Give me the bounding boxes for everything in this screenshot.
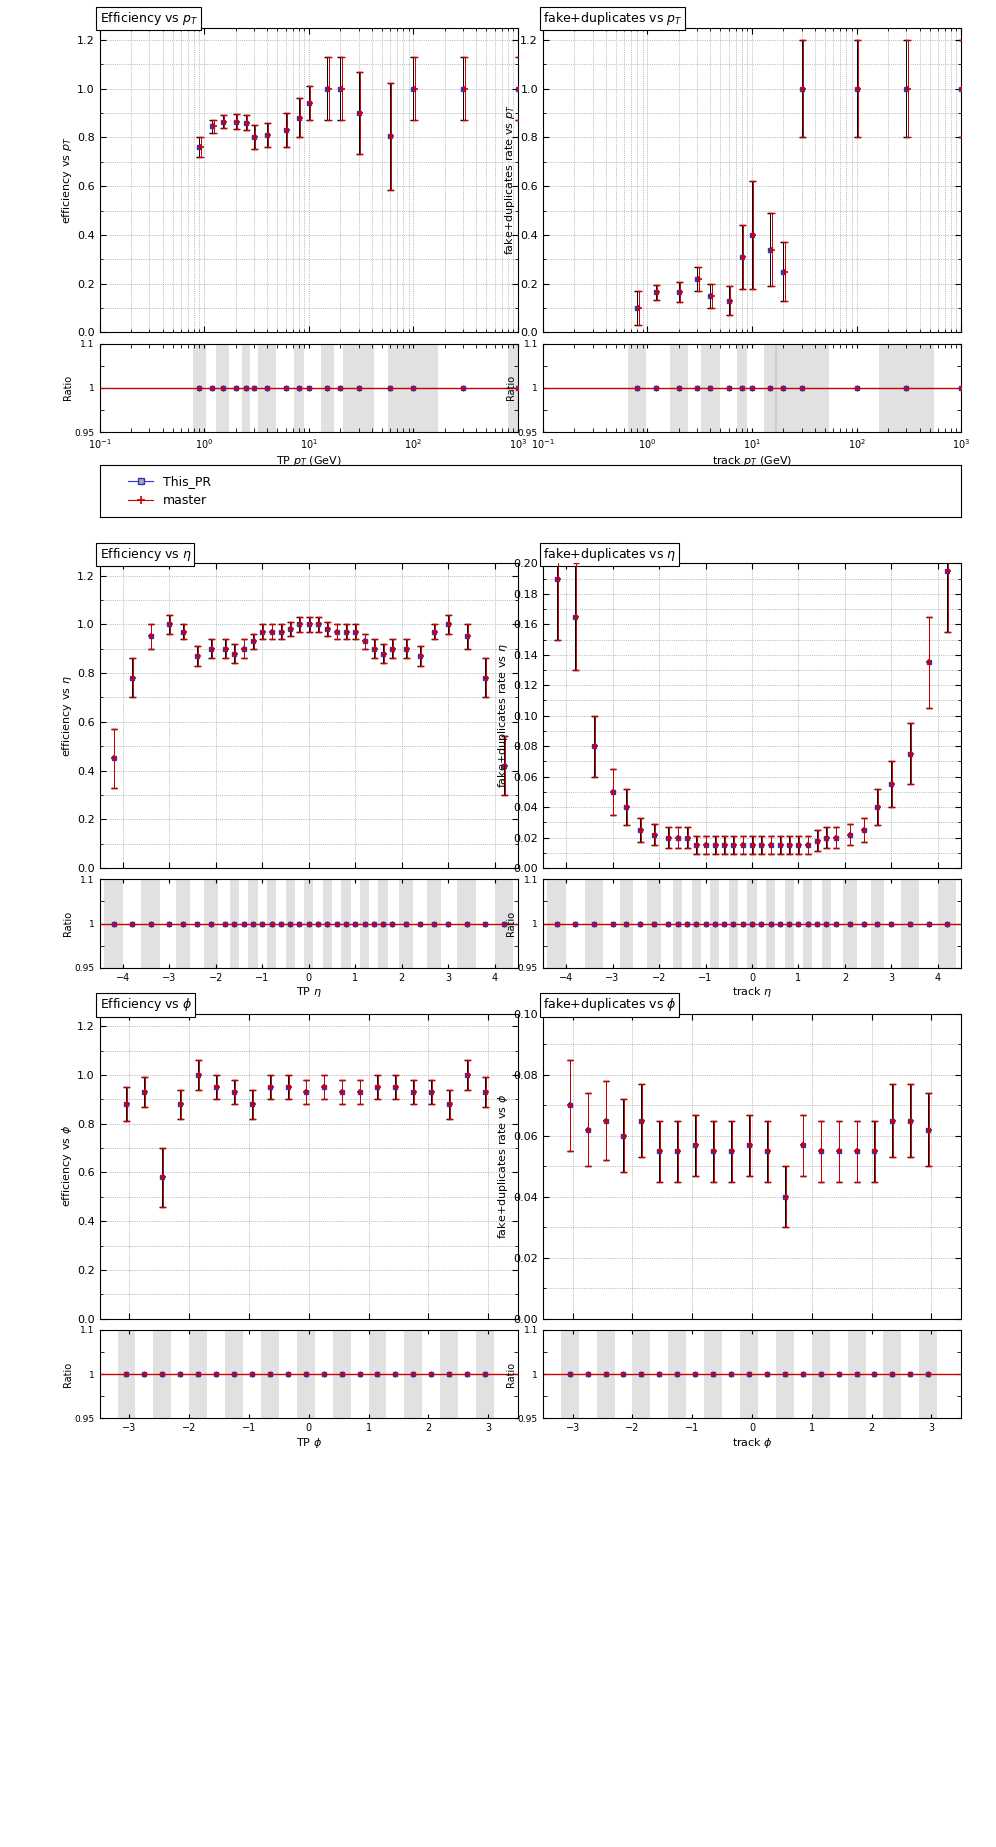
Bar [343, 344, 374, 432]
Bar [297, 1330, 315, 1418]
Bar [294, 344, 304, 432]
X-axis label: TP $\eta$: TP $\eta$ [296, 986, 322, 999]
Bar [737, 344, 747, 432]
Bar [105, 879, 123, 968]
Bar [321, 344, 334, 432]
Y-axis label: efficiency vs $\eta$: efficiency vs $\eta$ [60, 674, 75, 757]
Bar [673, 879, 682, 968]
Y-axis label: fake+duplicates rate vs $\mathit{p}_T$: fake+duplicates rate vs $\mathit{p}_T$ [503, 105, 518, 255]
Bar [476, 1330, 494, 1418]
Bar [176, 879, 190, 968]
Y-axis label: Ratio: Ratio [63, 375, 74, 401]
Bar [883, 1330, 901, 1418]
Bar [548, 879, 566, 968]
Bar [427, 879, 441, 968]
Bar [258, 344, 276, 432]
X-axis label: track $\phi$: track $\phi$ [732, 1437, 772, 1450]
Bar [766, 879, 775, 968]
Bar [333, 1330, 351, 1418]
Bar [304, 879, 314, 968]
Bar [900, 879, 919, 968]
Bar [189, 1330, 207, 1418]
Bar [508, 344, 518, 432]
Bar [668, 1330, 686, 1418]
Bar [803, 879, 813, 968]
Bar [938, 879, 956, 968]
Bar [342, 879, 351, 968]
Text: Efficiency vs $\mathit{p}_T$: Efficiency vs $\mathit{p}_T$ [100, 9, 198, 28]
Y-axis label: efficiency vs $\mathit{p}_T$: efficiency vs $\mathit{p}_T$ [60, 137, 75, 223]
Bar [628, 344, 646, 432]
Bar [404, 1330, 422, 1418]
Bar [378, 879, 387, 968]
Bar [704, 1330, 722, 1418]
X-axis label: TP $\mathit{p}_T$ (GeV): TP $\mathit{p}_T$ (GeV) [276, 454, 342, 467]
Bar [669, 344, 688, 432]
Bar [785, 879, 794, 968]
Bar [843, 879, 857, 968]
Y-axis label: Ratio: Ratio [63, 1361, 74, 1387]
Y-axis label: Ratio: Ratio [506, 1361, 517, 1387]
X-axis label: TP $\phi$: TP $\phi$ [296, 1437, 322, 1450]
Bar [701, 344, 719, 432]
X-axis label: track $\mathit{p}_T$ (GeV): track $\mathit{p}_T$ (GeV) [712, 454, 792, 467]
Bar [399, 879, 413, 968]
Bar [261, 1330, 279, 1418]
Bar [141, 879, 160, 968]
Bar [764, 344, 777, 432]
Y-axis label: efficiency vs $\phi$: efficiency vs $\phi$ [60, 1125, 75, 1208]
Y-axis label: Ratio: Ratio [506, 911, 517, 936]
Bar [632, 1330, 650, 1418]
Bar [812, 1330, 830, 1418]
Bar [822, 879, 831, 968]
Bar [440, 1330, 458, 1418]
Bar [776, 1330, 794, 1418]
Bar [369, 1330, 386, 1418]
Bar [242, 344, 250, 432]
Bar [388, 344, 438, 432]
Y-axis label: fake+duplicates rate vs $\eta$: fake+duplicates rate vs $\eta$ [496, 643, 510, 789]
Bar [204, 879, 218, 968]
Bar [153, 1330, 171, 1418]
Bar [647, 879, 661, 968]
Text: fake+duplicates vs $\eta$: fake+duplicates vs $\eta$ [543, 545, 676, 563]
Bar [118, 1330, 135, 1418]
Bar [323, 879, 332, 968]
Bar [691, 879, 701, 968]
Y-axis label: Ratio: Ratio [506, 375, 517, 401]
Bar [267, 879, 276, 968]
Bar [740, 1330, 758, 1418]
Text: Efficiency vs $\eta$: Efficiency vs $\eta$ [100, 545, 191, 563]
Bar [248, 879, 258, 968]
Bar [360, 879, 370, 968]
Bar [747, 879, 757, 968]
Bar [871, 879, 884, 968]
Y-axis label: Ratio: Ratio [63, 911, 74, 936]
Bar [225, 1330, 243, 1418]
Text: fake+duplicates vs $\phi$: fake+duplicates vs $\phi$ [543, 996, 676, 1014]
Bar [495, 879, 513, 968]
Bar [561, 1330, 579, 1418]
Bar [585, 879, 604, 968]
Bar [216, 344, 229, 432]
Bar [919, 1330, 937, 1418]
Bar [457, 879, 476, 968]
Bar [729, 879, 738, 968]
Legend: This_PR, master: This_PR, master [124, 471, 216, 512]
Text: fake+duplicates vs $\mathit{p}_T$: fake+duplicates vs $\mathit{p}_T$ [543, 9, 682, 28]
Bar [879, 344, 934, 432]
Bar [286, 879, 295, 968]
X-axis label: track $\eta$: track $\eta$ [732, 986, 772, 999]
Bar [620, 879, 633, 968]
Bar [597, 1330, 615, 1418]
Bar [710, 879, 719, 968]
Bar [848, 1330, 866, 1418]
Bar [230, 879, 239, 968]
Bar [775, 344, 830, 432]
Bar [193, 344, 206, 432]
Y-axis label: fake+duplicates rate vs $\phi$: fake+duplicates rate vs $\phi$ [496, 1093, 510, 1239]
Text: Efficiency vs $\phi$: Efficiency vs $\phi$ [100, 996, 191, 1014]
